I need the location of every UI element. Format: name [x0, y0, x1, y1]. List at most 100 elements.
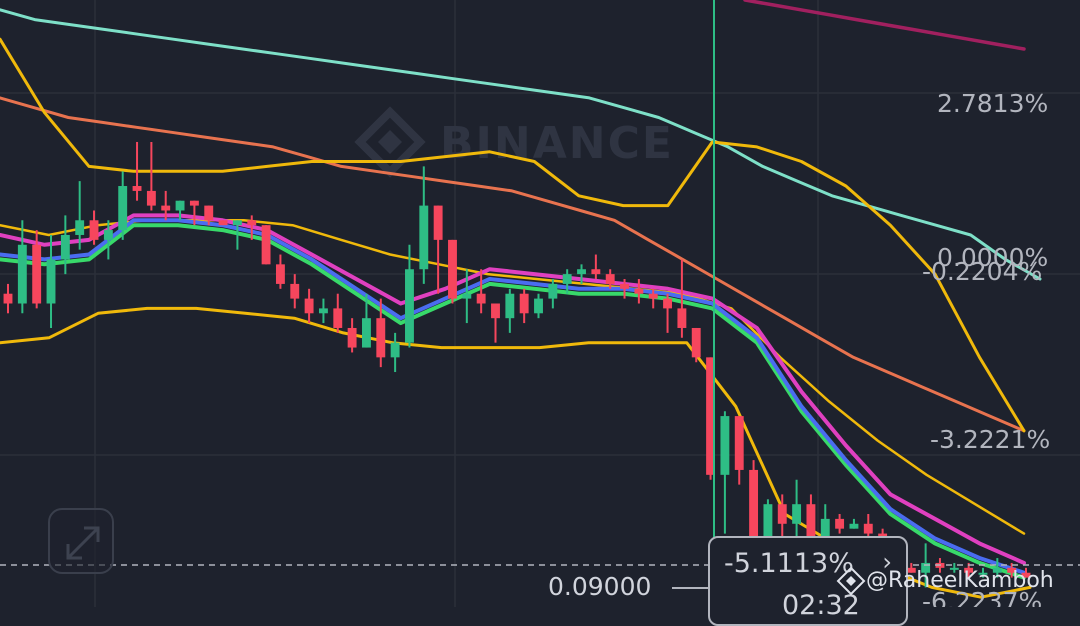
candle-body — [949, 567, 959, 570]
candle-body — [161, 205, 171, 211]
cursor-price-label: 0.09000 — [548, 572, 652, 601]
candle-body — [849, 523, 859, 529]
candle — [46, 234, 56, 328]
candle — [146, 141, 156, 211]
price-label-low: -3.2221% — [930, 425, 1050, 454]
candle-body — [777, 504, 787, 524]
candle — [376, 298, 386, 368]
candle — [218, 220, 228, 226]
candle-body — [605, 274, 615, 284]
candle — [290, 274, 300, 309]
price-label-top: 2.7813% — [937, 89, 1048, 118]
candle-body — [362, 318, 371, 348]
candle — [476, 269, 486, 314]
candle — [419, 166, 429, 284]
candle — [677, 259, 687, 338]
candle-body — [1021, 572, 1031, 578]
candle — [849, 518, 859, 529]
ma-purple-line — [743, 0, 1026, 51]
candle — [620, 279, 629, 299]
binance-watermark: BINANCE — [354, 106, 672, 178]
candle — [734, 416, 744, 485]
candle-body — [275, 264, 285, 284]
price-axis-labels: 2.7813% 0.0000% -0.2204% -3.2221% -6.223… — [922, 89, 1050, 607]
candle — [978, 567, 988, 578]
candle-body — [75, 220, 85, 235]
candle — [491, 303, 500, 343]
candle-body — [964, 567, 974, 573]
candle-body — [749, 469, 759, 539]
candle-body — [634, 288, 644, 294]
indicator-lines — [0, 0, 1042, 599]
candle — [175, 200, 185, 221]
candle — [906, 562, 916, 573]
candle — [132, 141, 142, 201]
ema-green-line — [0, 223, 1026, 580]
candle-body — [491, 303, 500, 319]
chevron-right-icon[interactable]: › — [882, 548, 892, 576]
candle — [548, 279, 558, 309]
candle — [992, 558, 1002, 578]
candle-body — [462, 293, 472, 299]
price-chart[interactable]: BINANCE 2.7813% 0.0000% -0.2204% -3.2221… — [0, 0, 1080, 607]
credit-text: @RaheelKamboh — [866, 568, 1054, 593]
candle-body — [691, 327, 701, 358]
candle-body — [519, 293, 529, 314]
candle-body — [318, 308, 328, 314]
candle — [505, 288, 515, 333]
candle-body — [103, 230, 113, 240]
candle — [3, 283, 13, 314]
candle-body — [60, 234, 70, 260]
candle-body — [820, 518, 830, 539]
candle-body — [648, 293, 658, 299]
candle-body — [3, 293, 13, 304]
tooltip-change-value: -5.1113% — [724, 548, 854, 579]
candle-body — [290, 283, 300, 299]
candle-body — [863, 523, 873, 534]
price-label-bottom: -6.2237% — [922, 587, 1042, 607]
candle-body — [906, 567, 916, 573]
candle — [448, 239, 457, 304]
candle — [232, 220, 242, 250]
candle-body — [792, 504, 802, 524]
binance-square-icon — [836, 566, 866, 596]
candle-body — [476, 293, 486, 304]
candle-body — [333, 308, 343, 328]
candle — [648, 288, 658, 309]
candle-body — [806, 504, 816, 539]
price-label-zero: 0.0000% — [937, 243, 1048, 272]
candle-body — [433, 205, 443, 240]
candle-body — [763, 504, 773, 539]
ema-blue-line — [0, 218, 1026, 575]
candle-body — [591, 269, 601, 275]
expand-chart-button[interactable] — [48, 508, 114, 574]
candle — [390, 332, 400, 373]
candle — [1021, 567, 1031, 578]
candle — [1007, 562, 1017, 578]
candle — [60, 215, 70, 275]
candle-body — [620, 283, 629, 289]
price-label-current: -0.2204% — [922, 257, 1042, 286]
candle-body — [534, 298, 543, 314]
candle — [519, 288, 529, 324]
candle-body — [706, 357, 716, 475]
candle — [89, 210, 99, 245]
candle — [405, 244, 414, 348]
candle-body — [146, 190, 156, 206]
ema-pink-line — [0, 213, 1026, 565]
candle-body — [118, 186, 128, 231]
candle — [318, 298, 328, 324]
candle — [204, 205, 214, 226]
candle — [562, 269, 572, 294]
candle — [863, 513, 873, 539]
candle — [577, 264, 586, 284]
candle-body — [1007, 567, 1017, 573]
candle-body — [204, 205, 214, 221]
candle-body — [992, 567, 1002, 573]
candle-body — [720, 416, 730, 475]
candle-body — [46, 259, 56, 304]
candle-body — [419, 205, 429, 270]
candle — [261, 225, 271, 265]
candle-body — [218, 220, 228, 226]
candle — [32, 230, 42, 309]
